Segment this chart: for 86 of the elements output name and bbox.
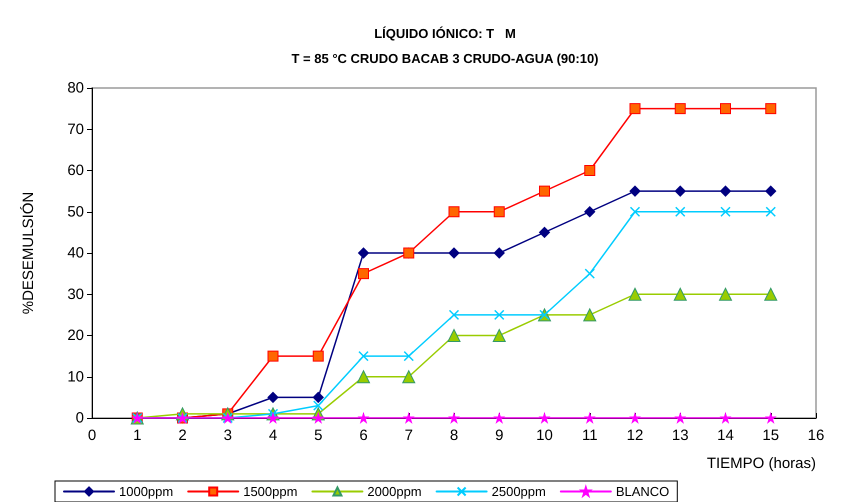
legend-label: 1500ppm — [243, 484, 298, 499]
point — [312, 350, 324, 362]
x-tick-label: 5 — [314, 427, 322, 444]
point — [720, 206, 731, 217]
x-tick-label: 9 — [495, 427, 504, 444]
point — [358, 268, 369, 280]
x-tick-label: 15 — [762, 427, 780, 444]
point — [358, 413, 368, 423]
point — [494, 248, 505, 258]
point — [628, 288, 642, 301]
point — [766, 413, 776, 423]
x-tick-label: 1 — [133, 427, 142, 444]
y-tick-label: 40 — [67, 244, 84, 262]
legend-label: BLANCO — [616, 484, 670, 499]
point — [584, 206, 596, 218]
chart-subtitle: T = 85 °C CRUDO BACAB 3 CRUDO-AGUA (90:10) — [291, 51, 599, 66]
point — [630, 413, 640, 423]
point — [675, 206, 686, 217]
y-axis-title: %DESEMULSIÓN — [19, 192, 37, 314]
point — [358, 350, 369, 362]
point — [448, 329, 460, 342]
x-tick-label: 4 — [268, 427, 278, 444]
point — [720, 186, 731, 197]
x-tick-label: 7 — [404, 427, 413, 444]
x-tick-label: 13 — [672, 427, 689, 444]
y-tick-label: 70 — [67, 120, 84, 138]
x-tick-label: 6 — [359, 427, 368, 444]
point — [404, 413, 414, 423]
point — [764, 288, 778, 301]
point — [630, 103, 640, 114]
point — [357, 370, 370, 384]
x-tick-label: 3 — [224, 427, 232, 444]
x-tick-label: 11 — [582, 427, 598, 444]
point — [268, 350, 278, 362]
point — [449, 413, 459, 423]
point — [720, 103, 731, 114]
y-tick-label: 80 — [67, 80, 84, 96]
chart-title: LÍQUIDO IÓNICO: T M — [374, 26, 516, 41]
point — [312, 392, 324, 403]
point — [630, 186, 640, 197]
point — [448, 206, 460, 218]
x-axis-title: TIEMPO (horas) — [706, 455, 816, 472]
point — [494, 206, 505, 218]
point — [494, 413, 504, 423]
point — [675, 413, 686, 423]
point — [674, 186, 686, 197]
point — [404, 350, 414, 362]
point — [539, 186, 550, 197]
point — [313, 400, 324, 411]
point — [268, 392, 278, 403]
point — [583, 308, 596, 322]
y-tick-label: 10 — [67, 368, 84, 386]
point — [448, 310, 460, 320]
point — [584, 165, 596, 176]
x-tick-label: 8 — [450, 427, 458, 444]
y-tick-label: 30 — [67, 286, 84, 303]
x-tick-label: 0 — [88, 427, 96, 444]
x-tick-label: 2 — [178, 427, 187, 444]
x-tick-label: 16 — [808, 427, 824, 444]
point — [584, 268, 595, 279]
point — [448, 248, 460, 258]
y-tick-label: 60 — [67, 162, 84, 179]
point — [720, 413, 730, 423]
point — [765, 103, 776, 114]
point — [539, 226, 550, 238]
y-tick-label: 20 — [67, 327, 84, 344]
legend-label: 2500ppm — [492, 484, 546, 499]
y-tick-label: 50 — [67, 203, 84, 220]
legend-label: 2000ppm — [367, 484, 422, 499]
point — [766, 206, 776, 217]
point — [492, 329, 506, 342]
point — [674, 288, 687, 301]
y-tick-label: 0 — [76, 410, 84, 426]
x-tick-label: 12 — [626, 427, 644, 444]
point — [719, 288, 732, 301]
point — [358, 248, 369, 258]
point — [674, 103, 686, 114]
point — [494, 310, 504, 320]
x-tick-label: 10 — [536, 427, 553, 444]
x-tick-label: 14 — [717, 427, 734, 444]
point — [630, 206, 640, 217]
point — [765, 186, 776, 197]
point — [540, 413, 550, 423]
point — [584, 413, 595, 423]
legend-label: 1000ppm — [119, 484, 174, 499]
point — [402, 370, 416, 384]
